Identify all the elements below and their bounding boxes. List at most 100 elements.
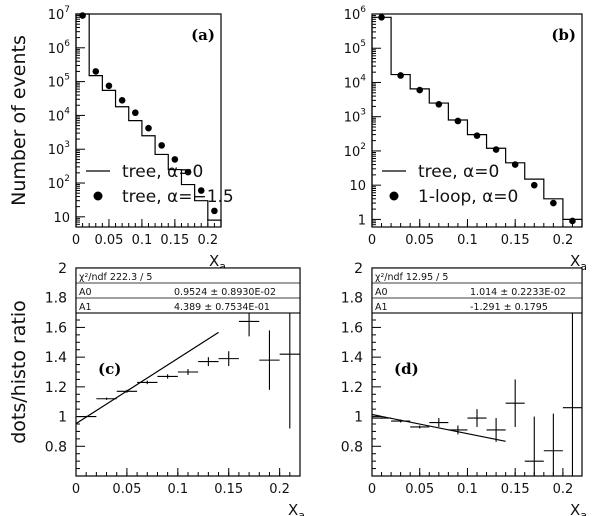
- y-tick-label: 1.8: [341, 291, 363, 307]
- x-tick-label: 0.15: [501, 233, 530, 248]
- data-dot: [197, 187, 205, 194]
- x-tick-label: 0: [368, 482, 376, 497]
- data-dot: [511, 161, 519, 168]
- y-axis-label: Number of events: [8, 35, 30, 206]
- stats-a0-name: A0: [375, 287, 388, 298]
- panel-label: (d): [394, 360, 419, 378]
- y-tick-label: 1.8: [45, 291, 67, 307]
- y-tick-label: 1: [58, 410, 67, 426]
- stats-a0-value: 0.9524 ± 0.8930E-02: [174, 287, 276, 298]
- legend-dot-marker: [93, 191, 103, 201]
- panel-b: 1 10 102 103 104 105 106 (b) tree, α=0 1-loop, α=…: [344, 5, 587, 273]
- data-dot: [550, 199, 557, 207]
- data-dot: [435, 101, 443, 108]
- stats-a0-name: A0: [79, 287, 92, 298]
- x-tick-label: 0.1: [167, 482, 188, 497]
- x-tick-label: 0.05: [94, 233, 123, 248]
- stats-chi2: χ²/ndf 222.3 / 5: [79, 272, 152, 283]
- x-tick-label: 0: [72, 233, 80, 248]
- data-dot: [145, 124, 152, 132]
- x-tick-label: 0.1: [457, 482, 478, 497]
- y-tick-label: 102: [48, 174, 70, 192]
- data-dot: [79, 12, 86, 19]
- data-dot: [530, 181, 538, 189]
- legend-entry: tree, α=−1.5: [122, 187, 234, 207]
- y-tick-label: 103: [344, 108, 366, 126]
- y-tick-label: 0.8: [45, 439, 67, 455]
- panel-label: (a): [191, 26, 215, 44]
- y-tick-label: 106: [344, 5, 367, 23]
- y-tick-label: 1.4: [45, 350, 67, 366]
- stats-a1-value: 4.389 ± 0.7534E-01: [174, 302, 270, 313]
- y-tick-label: 2: [354, 261, 363, 277]
- x-tick-label: 0.1: [132, 233, 153, 248]
- data-dot: [492, 146, 500, 153]
- data-dot: [473, 132, 481, 139]
- legend-entry: 1-loop, α=0: [418, 187, 518, 207]
- x-axis-label: Xa: [570, 252, 587, 273]
- y-axis-label: dots/histo ratio: [8, 300, 30, 444]
- x-tick-label: 0.15: [501, 482, 530, 497]
- y-tick-label: 2: [58, 261, 67, 277]
- legend-entry: tree, α=0: [122, 162, 203, 182]
- y-tick-label: 104: [48, 106, 71, 124]
- y-tick-label: 1.6: [45, 320, 67, 336]
- x-tick-label: 0.05: [405, 233, 434, 248]
- data-dot: [158, 142, 165, 149]
- y-tick-label: 103: [48, 140, 70, 158]
- data-dot: [416, 86, 424, 94]
- y-tick-label: 104: [344, 73, 367, 91]
- x-axis-label: Xa: [570, 501, 587, 516]
- y-tick-label: 10: [53, 211, 70, 226]
- y-tick-label: 102: [344, 142, 366, 160]
- data-dot: [569, 217, 576, 225]
- y-tick-label: 10: [349, 179, 366, 194]
- stats-a1-name: A1: [375, 302, 388, 313]
- panel-label: (b): [551, 26, 576, 44]
- x-tick-label: 0.2: [553, 482, 574, 497]
- y-tick-label: 105: [344, 39, 366, 57]
- stats-a1-name: A1: [79, 302, 92, 313]
- stats-box-frame: [75, 267, 301, 314]
- x-axis-label: Xa: [288, 501, 305, 516]
- data-dot: [454, 117, 462, 125]
- data-dot: [132, 109, 139, 117]
- y-tick-label: 1: [354, 410, 363, 426]
- x-tick-label: 0: [368, 233, 376, 248]
- x-tick-label: 0.2: [197, 233, 218, 248]
- y-tick-label: 1.4: [341, 350, 363, 366]
- y-tick-label: 1.2: [341, 380, 363, 396]
- x-tick-label: 0: [72, 482, 80, 497]
- y-tick-label: 0.8: [341, 439, 363, 455]
- y-tick-label: 107: [48, 5, 70, 23]
- data-dot: [397, 72, 404, 79]
- data-dot: [378, 14, 385, 21]
- fit-line: [76, 331, 219, 425]
- x-tick-label: 0.05: [112, 482, 141, 497]
- panel-d: 0.8 1 1.2 1.4 1.6 1.8 2 χ²/ndf 12.95 / 5 A0 1.014…: [341, 261, 587, 516]
- data-dot: [211, 207, 218, 215]
- stats-chi2: χ²/ndf 12.95 / 5: [375, 272, 448, 283]
- panel-a: 10 102 103 104 105 106 107 (a) tree, α=0 tree, α=…: [8, 5, 234, 273]
- data-dot: [92, 68, 100, 75]
- data-dot: [118, 96, 126, 104]
- y-tick-label: 106: [48, 39, 71, 57]
- plot-area: [372, 273, 582, 476]
- stats-a1-value: -1.291 ± 0.1795: [470, 302, 548, 313]
- y-tick-label: 1: [358, 213, 366, 228]
- x-tick-label: 0.1: [457, 233, 478, 248]
- y-tick-label: 1.6: [341, 320, 363, 336]
- x-tick-label: 0.2: [553, 233, 574, 248]
- fit-line: [372, 413, 506, 442]
- histogram-step: [75, 13, 222, 227]
- legend-entry: tree, α=0: [418, 162, 499, 182]
- data-dot: [171, 156, 179, 163]
- x-tick-label: 0.05: [405, 482, 434, 497]
- stats-box: χ²/ndf 12.95 / 5 A0 1.014 ± 0.2233E-02 A1 -1…: [371, 267, 583, 314]
- x-tick-label: 0.2: [269, 482, 290, 497]
- stats-box: χ²/ndf 222.3 / 5 A0 0.9524 ± 0.8930E-02 A1 4…: [75, 267, 301, 314]
- legend-dot-marker: [389, 191, 399, 201]
- data-dot: [105, 82, 113, 90]
- x-axis-label: Xa: [209, 252, 226, 273]
